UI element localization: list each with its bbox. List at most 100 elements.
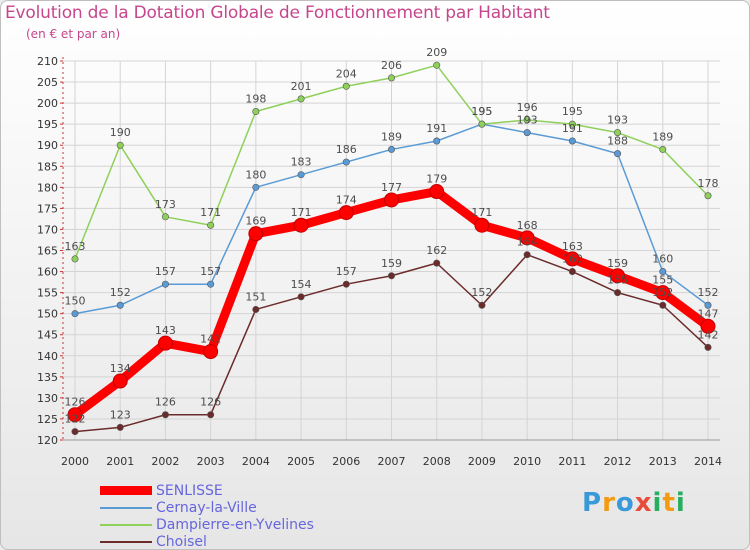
logo-letter: r (602, 488, 616, 518)
data-label: 160 (652, 253, 673, 266)
data-label: 195 (471, 105, 492, 118)
legend-label: Dampierre-en-Yvelines (156, 516, 314, 533)
y-tick-label: 200 (37, 97, 58, 110)
data-point (297, 293, 305, 301)
legend-item: Dampierre-en-Yvelines (100, 516, 314, 533)
legend-swatch (100, 540, 152, 543)
data-point (478, 120, 486, 128)
data-label: 155 (652, 274, 673, 287)
data-label: 191 (426, 122, 447, 135)
data-point (203, 344, 219, 360)
data-point (387, 145, 395, 153)
data-point (614, 150, 622, 158)
data-label: 163 (562, 240, 583, 253)
y-tick-label: 120 (37, 434, 58, 447)
data-point (207, 411, 215, 419)
y-tick-label: 140 (37, 350, 58, 363)
data-label: 193 (517, 114, 538, 127)
logo-letter: t (662, 488, 676, 518)
data-point (568, 137, 576, 145)
x-tick-label: 2009 (468, 455, 496, 468)
data-label: 152 (652, 286, 673, 299)
data-point (429, 184, 445, 200)
legend-label: SENLISSE (156, 482, 223, 499)
data-point (207, 221, 215, 229)
data-label: 154 (291, 278, 312, 291)
data-point (700, 318, 716, 334)
data-point (704, 192, 712, 200)
data-point (659, 268, 667, 276)
data-label: 126 (200, 396, 221, 409)
chart-subtitle: (en € et par an) (26, 27, 121, 41)
data-label: 171 (471, 206, 492, 219)
data-point (161, 213, 169, 221)
x-tick-label: 2011 (558, 455, 586, 468)
data-label: 168 (517, 219, 538, 232)
data-label: 157 (200, 265, 221, 278)
data-label: 198 (245, 93, 266, 106)
data-point (433, 137, 441, 145)
chart-title: Evolution de la Dotation Globale de Fonc… (5, 3, 550, 23)
y-tick-label: 145 (37, 329, 58, 342)
y-tick-label: 210 (37, 55, 58, 68)
data-label: 159 (607, 257, 628, 270)
data-label: 152 (471, 286, 492, 299)
data-label: 183 (291, 156, 312, 169)
data-point (474, 217, 490, 233)
data-point (342, 82, 350, 90)
data-label: 193 (607, 114, 628, 127)
legend-swatch (100, 486, 152, 495)
data-label: 123 (110, 408, 131, 421)
y-tick-label: 205 (37, 76, 58, 89)
data-point (71, 310, 79, 318)
x-tick-label: 2008 (423, 455, 451, 468)
data-label: 151 (245, 290, 266, 303)
data-point (659, 145, 667, 153)
data-label: 169 (245, 215, 266, 228)
data-point (252, 183, 260, 191)
legend-item: Cernay-la-Ville (100, 499, 314, 516)
y-tick-label: 180 (37, 181, 58, 194)
data-point (116, 141, 124, 149)
data-point (293, 217, 309, 233)
y-tick-label: 130 (37, 392, 58, 405)
data-label: 157 (155, 265, 176, 278)
data-point (384, 192, 399, 208)
data-label: 186 (336, 143, 357, 156)
data-point (161, 280, 169, 288)
y-tick-label: 155 (37, 287, 58, 300)
x-tick-label: 2012 (604, 455, 632, 468)
y-tick-label: 165 (37, 245, 58, 258)
data-point (610, 268, 626, 284)
data-label: 178 (698, 177, 719, 190)
data-label: 189 (381, 130, 402, 143)
data-point (659, 301, 667, 309)
data-point (71, 255, 79, 263)
x-tick-label: 2004 (242, 455, 270, 468)
data-label: 195 (471, 105, 492, 118)
y-tick-label: 135 (37, 371, 58, 384)
data-point (568, 268, 576, 276)
data-label: 189 (652, 130, 673, 143)
data-point (67, 407, 83, 423)
data-point (568, 120, 576, 128)
y-tick-label: 160 (37, 266, 58, 279)
data-label: 171 (200, 206, 221, 219)
data-label: 126 (65, 396, 86, 409)
y-tick-label: 125 (37, 413, 58, 426)
logo-letter: P (582, 488, 603, 518)
data-point (387, 74, 395, 82)
data-label: 152 (698, 286, 719, 299)
data-point (338, 205, 354, 221)
y-tick-label: 185 (37, 160, 58, 173)
data-label: 142 (698, 328, 719, 341)
data-label: 122 (65, 413, 86, 426)
legend-item: Choisel (100, 533, 314, 550)
data-point (655, 285, 671, 301)
data-label: 147 (698, 307, 719, 320)
x-tick-label: 2003 (197, 455, 225, 468)
data-point (523, 251, 531, 259)
y-tick-label: 150 (37, 308, 58, 321)
data-point (252, 108, 260, 116)
legend-label: Cernay-la-Ville (156, 499, 257, 516)
